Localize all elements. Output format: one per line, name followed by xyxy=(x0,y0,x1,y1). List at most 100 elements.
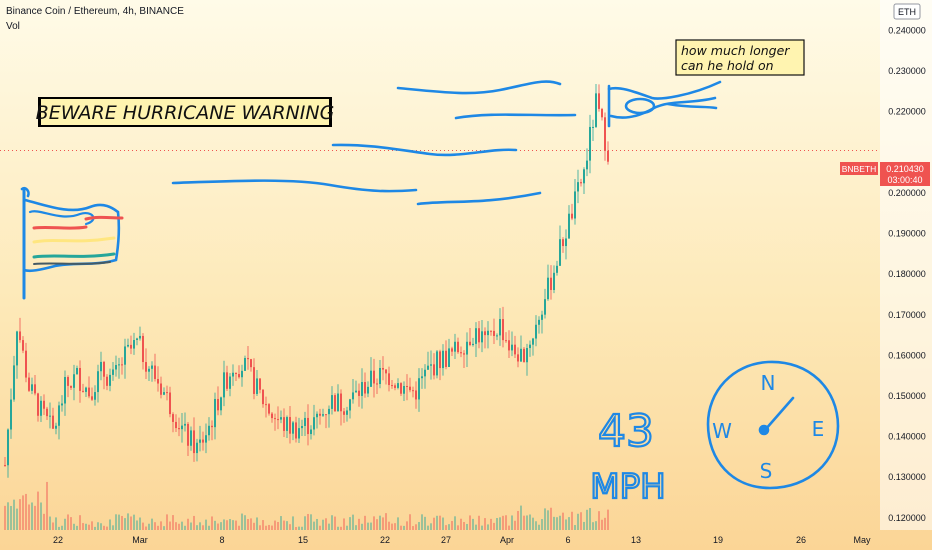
candle-body xyxy=(439,351,441,369)
candle-body xyxy=(391,385,393,387)
volume-bar xyxy=(490,518,492,530)
y-tick-label: 0.160000 xyxy=(888,350,926,360)
volume-bar xyxy=(325,518,327,530)
candle-body xyxy=(550,277,552,290)
candle-body xyxy=(67,377,69,386)
y-tick-label: 0.180000 xyxy=(888,269,926,279)
volume-label: Vol xyxy=(6,21,20,32)
candle-body xyxy=(157,378,159,384)
volume-bar xyxy=(589,508,591,530)
candle-body xyxy=(601,108,603,118)
candle-body xyxy=(583,169,585,184)
currency-badge[interactable]: ETH xyxy=(893,3,921,20)
price-tag-value: 0.210430 xyxy=(886,164,924,174)
candle-body xyxy=(337,393,339,412)
volume-bar xyxy=(532,517,534,530)
volume-bar xyxy=(526,515,528,530)
volume-bar xyxy=(598,511,600,530)
candle-body xyxy=(256,378,258,394)
candle-body xyxy=(235,372,237,375)
candle-body xyxy=(130,344,132,349)
candle-body xyxy=(580,182,582,184)
volume-bar xyxy=(421,514,423,530)
candle-body xyxy=(280,417,282,420)
volume-bar xyxy=(136,520,138,530)
candle-body xyxy=(526,348,528,363)
flag-drawing xyxy=(20,186,124,300)
volume-bar xyxy=(604,517,606,530)
volume-bar xyxy=(592,522,594,530)
volume-bar xyxy=(424,516,426,530)
volume-bar xyxy=(469,515,471,530)
volume-bar xyxy=(400,525,402,530)
candle-body xyxy=(22,340,24,351)
volume-bar xyxy=(166,514,168,530)
candle-body xyxy=(28,377,30,391)
candle-body xyxy=(460,352,462,354)
candle-body xyxy=(40,400,42,416)
candle-body xyxy=(88,387,90,397)
volume-bar xyxy=(274,520,276,530)
candle-body xyxy=(556,265,558,273)
candle-body xyxy=(289,417,291,434)
volume-bar xyxy=(250,518,252,530)
candle-body xyxy=(232,372,234,377)
price-axis-background[interactable] xyxy=(880,0,932,530)
x-tick-label: 15 xyxy=(298,535,308,545)
volume-bar xyxy=(160,521,162,530)
candle-body xyxy=(343,411,345,415)
volume-bar xyxy=(82,523,84,530)
note-callout[interactable]: how much longer can he hold on xyxy=(675,39,805,76)
volume-bar xyxy=(289,524,291,530)
volume-bar xyxy=(388,521,390,530)
y-tick-label: 0.170000 xyxy=(888,310,926,320)
volume-bar xyxy=(157,525,159,530)
volume-bar xyxy=(403,525,405,530)
candle-body xyxy=(388,373,390,386)
volume-bar xyxy=(10,505,12,530)
volume-bar xyxy=(208,525,210,530)
volume-bar xyxy=(4,505,6,530)
volume-bar xyxy=(178,523,180,530)
candle-body xyxy=(415,390,417,400)
candle-body xyxy=(520,348,522,362)
candle-body xyxy=(10,399,12,430)
candle-body xyxy=(487,330,489,336)
volume-bar xyxy=(190,522,192,530)
candle-body xyxy=(106,376,108,386)
candle-body xyxy=(565,238,567,247)
candle-body xyxy=(265,404,267,406)
candle-body xyxy=(430,364,432,366)
candle-body xyxy=(262,389,264,405)
candle-body xyxy=(496,335,498,337)
candle-body xyxy=(331,395,333,409)
volume-bar xyxy=(232,520,234,530)
x-tick-label: 6 xyxy=(565,535,570,545)
volume-bar xyxy=(196,525,198,530)
candle-body xyxy=(187,423,189,446)
volume-bar xyxy=(454,516,456,530)
candle-body xyxy=(541,314,543,320)
volume-bar xyxy=(364,515,366,530)
volume-bar xyxy=(379,515,381,530)
warning-callout[interactable]: BEWARE HURRICANE WARNING xyxy=(36,97,335,127)
candle-body xyxy=(316,413,318,418)
candle-body xyxy=(571,213,573,219)
volume-bar xyxy=(118,514,120,530)
volume-bar xyxy=(448,524,450,530)
volume-bar xyxy=(298,526,300,530)
candle-body xyxy=(190,430,192,446)
candle-body xyxy=(268,404,270,414)
candle-body xyxy=(49,415,51,417)
volume-bar xyxy=(538,524,540,530)
volume-bar xyxy=(418,522,420,530)
candle-body xyxy=(127,344,129,347)
volume-bar xyxy=(121,515,123,530)
volume-bar xyxy=(514,520,516,530)
price-axis: 0.120000 0.130000 0.140000 0.150000 0.160000… xyxy=(888,25,926,522)
volume-bar xyxy=(271,525,273,530)
volume-bar xyxy=(163,526,165,530)
note-line-1: how much longer xyxy=(681,43,790,58)
x-tick-label: 19 xyxy=(713,535,723,545)
